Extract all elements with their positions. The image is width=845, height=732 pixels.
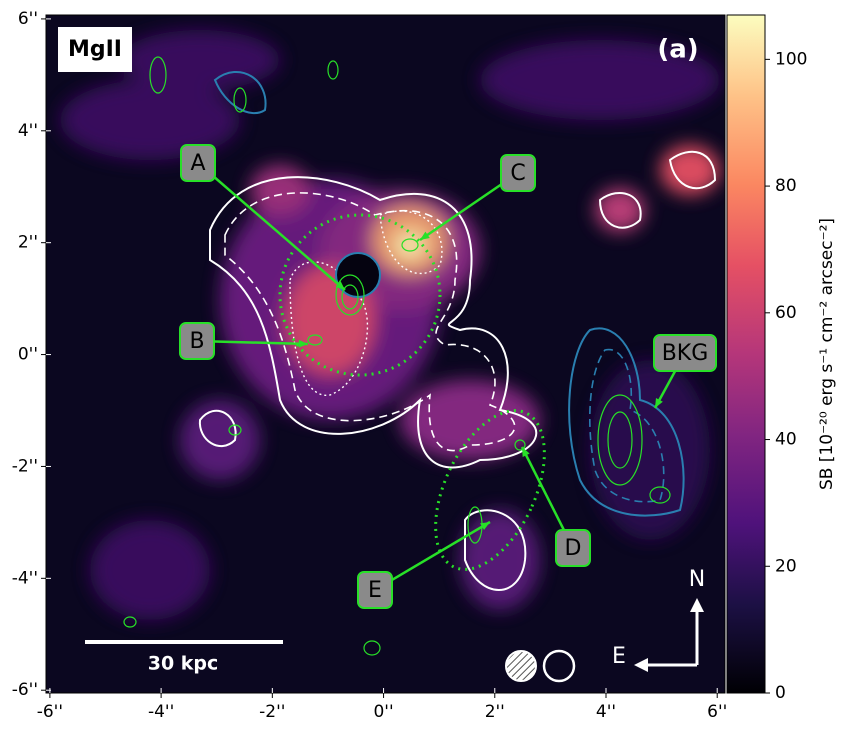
annotation-arrowhead xyxy=(655,398,663,408)
colorbar-label: SB [10⁻²⁰ erg s⁻¹ cm⁻² arcsec⁻²] xyxy=(817,218,837,490)
panel-label: (a) xyxy=(657,35,698,65)
colorbar-tick-label: 40 xyxy=(775,430,797,450)
y-tick-label: -4'' xyxy=(12,568,38,588)
y-tick-label: 2'' xyxy=(18,233,38,253)
annotation-arrowhead xyxy=(298,339,308,348)
contour xyxy=(668,150,717,190)
annotation-label: C xyxy=(510,161,525,186)
annotation-arrow xyxy=(374,520,491,592)
x-tick-label: -4'' xyxy=(148,702,174,722)
contour xyxy=(209,176,538,469)
contour xyxy=(568,327,685,517)
colorbar-tick-label: 100 xyxy=(775,49,807,69)
x-tick-label: 0'' xyxy=(373,702,393,722)
compass-east: E xyxy=(612,644,626,669)
colorbar-frame xyxy=(726,14,766,694)
colorbar-tick-label: 80 xyxy=(775,176,797,196)
annotation-arrow xyxy=(197,162,346,291)
aperture xyxy=(278,213,442,377)
colorbar-tick-label: 0 xyxy=(775,683,786,703)
continuum-contours xyxy=(123,56,671,656)
line-label: MgII xyxy=(68,37,122,62)
annotations: A B C D E BKG xyxy=(179,144,717,609)
annotation-arrowhead xyxy=(480,522,490,531)
y-tick-label: 0'' xyxy=(18,345,38,365)
contour xyxy=(335,252,381,298)
annotation-arrow xyxy=(196,339,309,346)
annotation-label: B xyxy=(189,329,204,354)
image xyxy=(46,15,725,693)
annotation-arrowhead xyxy=(522,447,530,457)
y-tick-label: 4'' xyxy=(18,121,38,141)
y-tick-label: -2'' xyxy=(12,456,38,476)
annotation-box xyxy=(555,529,591,567)
x-tick-label: -6'' xyxy=(37,702,63,722)
annotation-box xyxy=(357,571,393,609)
annotation-box xyxy=(179,322,215,360)
aperture xyxy=(434,409,546,571)
compass xyxy=(634,598,704,672)
annotation-arrowhead xyxy=(335,281,345,290)
contour xyxy=(198,409,237,447)
plot-frame xyxy=(45,14,726,694)
annotation-label: BKG xyxy=(662,341,709,366)
annotation-box xyxy=(653,334,717,372)
annotation-box xyxy=(500,154,536,192)
compass-north: N xyxy=(689,567,705,592)
annotation-label: A xyxy=(190,151,205,176)
beam-icon xyxy=(542,649,576,683)
x-tick-label: -2'' xyxy=(259,702,285,722)
colorbar xyxy=(727,15,765,693)
x-tick-label: 2'' xyxy=(485,702,505,722)
y-tick-label: 6'' xyxy=(18,9,38,29)
x-tick-label: 6'' xyxy=(707,702,727,722)
x-tick-label: 4'' xyxy=(596,702,616,722)
contour xyxy=(598,191,642,229)
contour xyxy=(464,509,527,591)
colorbar-tick-label: 20 xyxy=(775,556,797,576)
scale-bar-label: 30 kpc xyxy=(148,653,219,675)
line-label-box xyxy=(58,27,132,72)
annotation-label: E xyxy=(368,578,382,603)
contour xyxy=(213,70,267,115)
colorbar-tick-label: 60 xyxy=(775,303,797,323)
y-tick-label: -6'' xyxy=(12,680,38,700)
annotation-arrowhead xyxy=(420,231,430,240)
psf-icon xyxy=(505,650,537,682)
annotation-box xyxy=(180,144,216,182)
annotation-label: D xyxy=(565,536,582,561)
